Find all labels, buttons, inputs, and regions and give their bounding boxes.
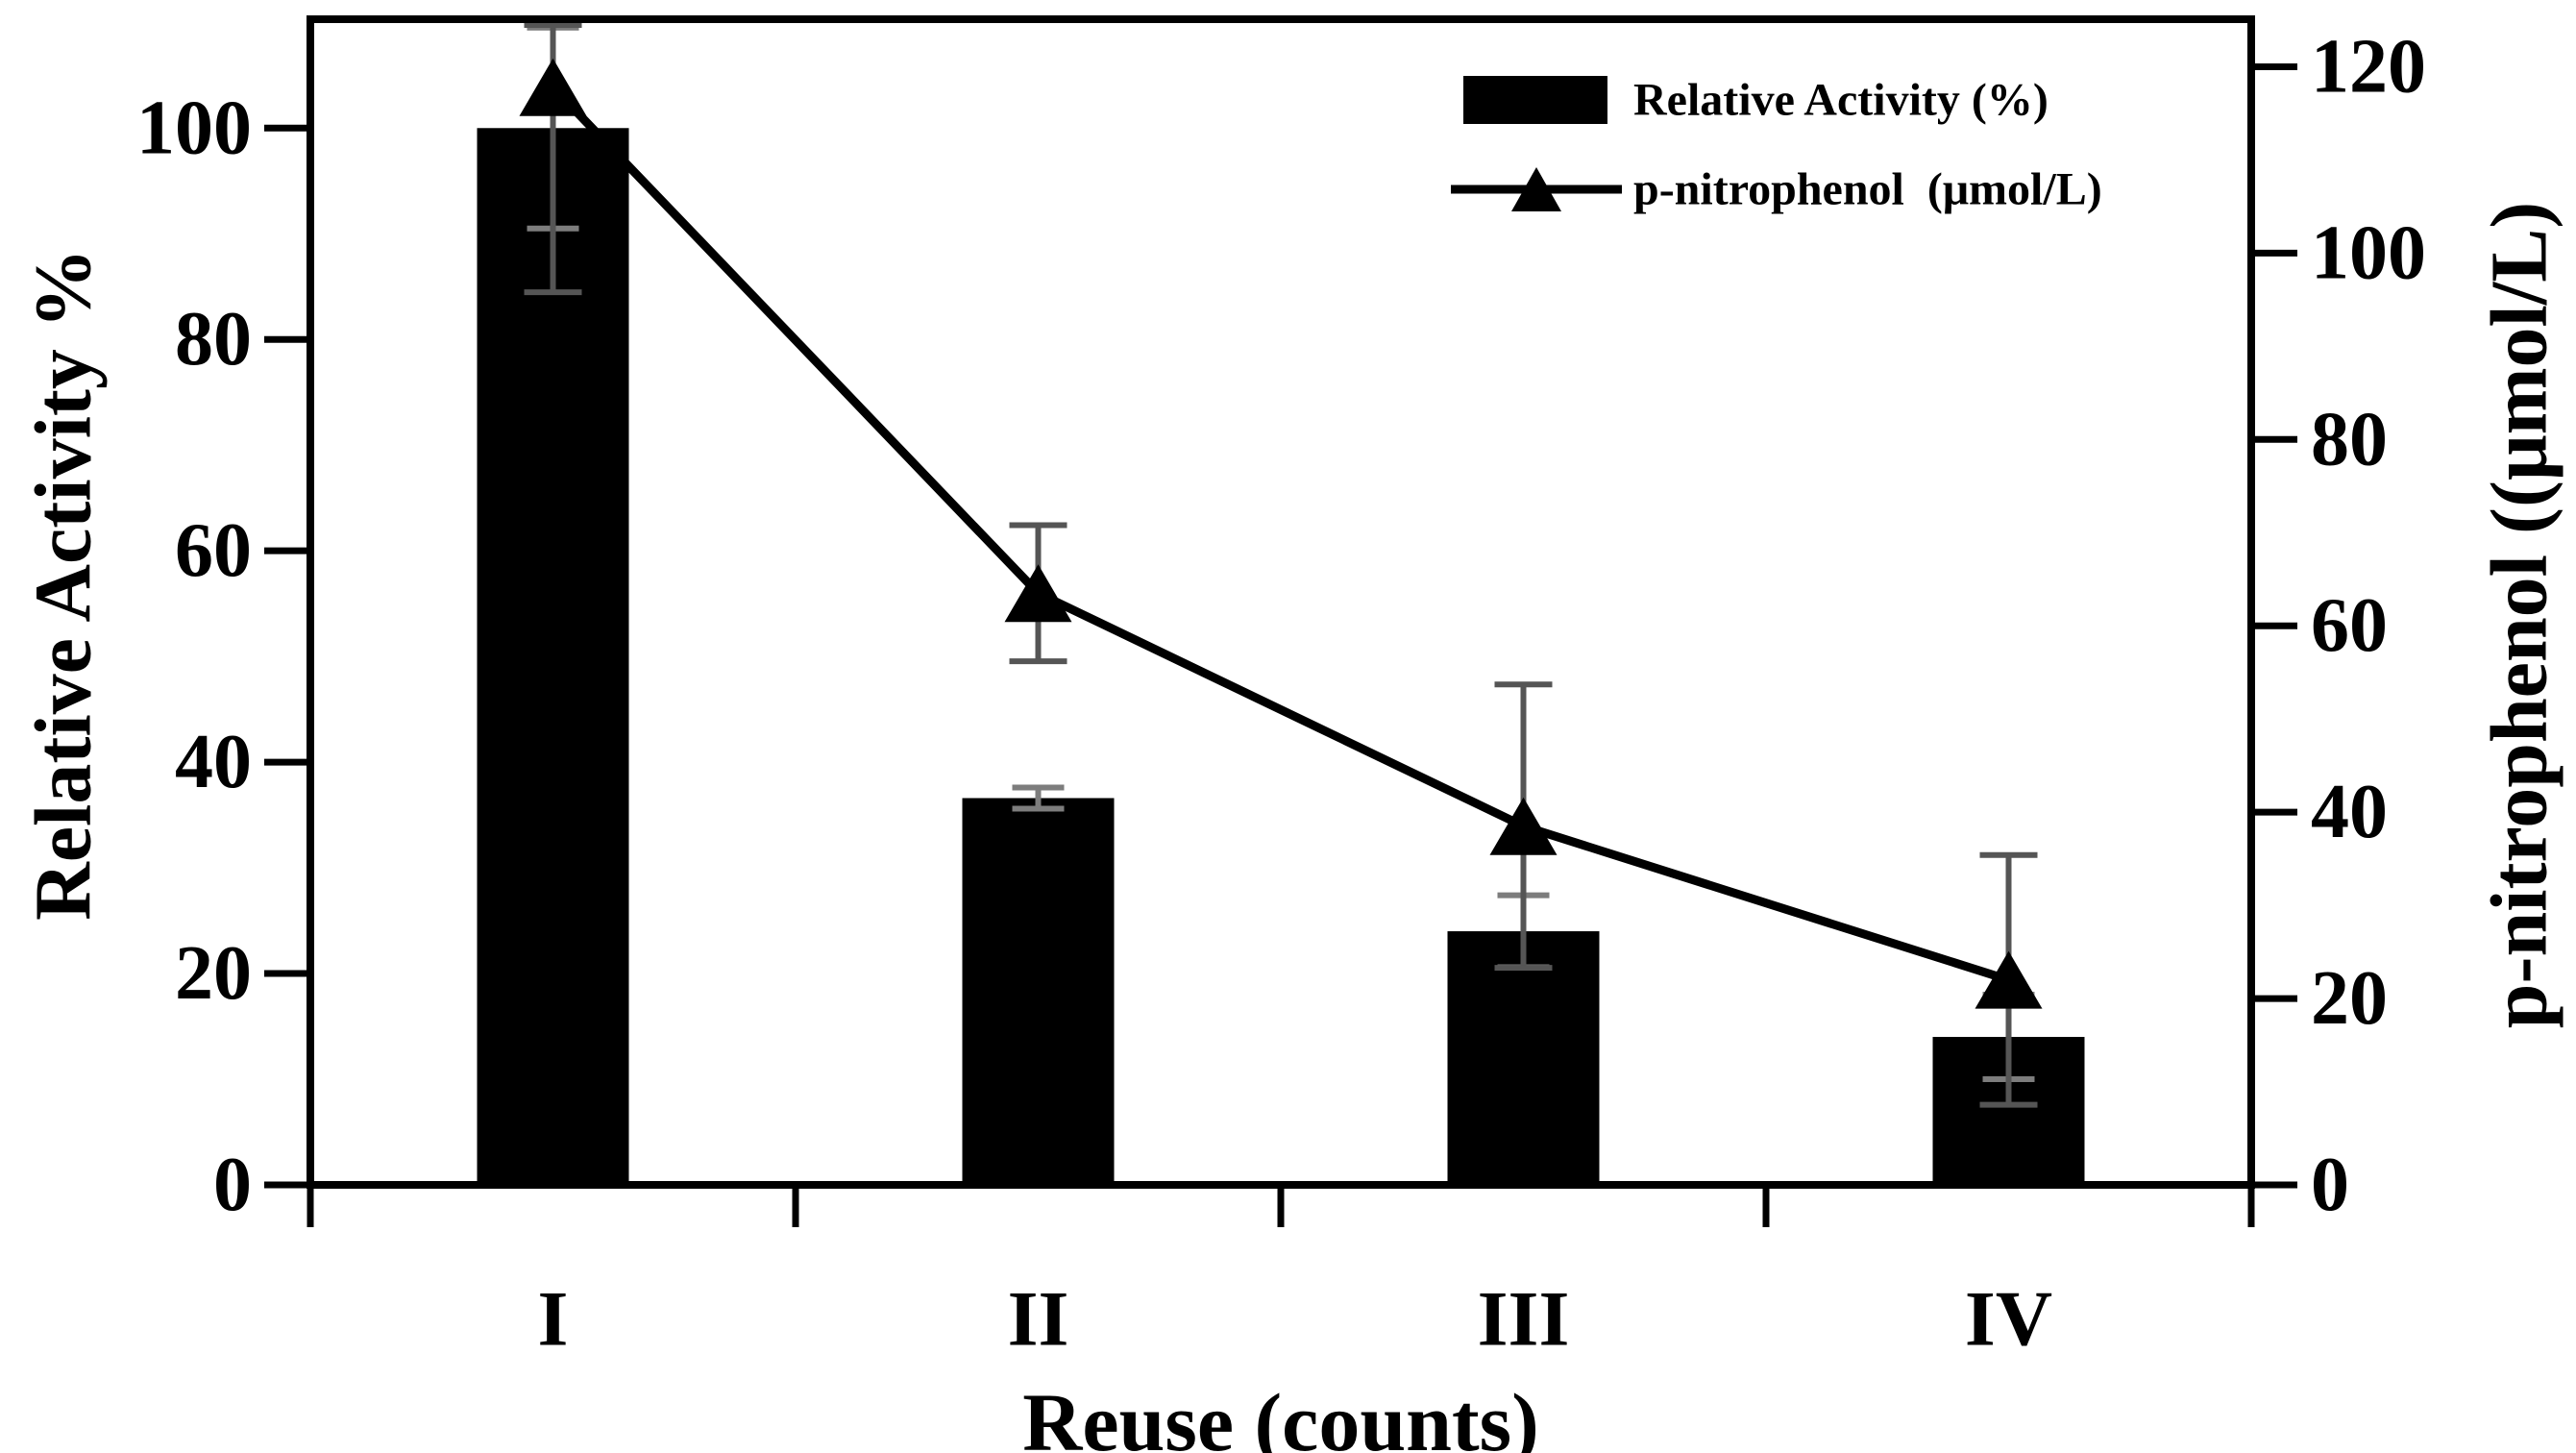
x-category-label: I bbox=[538, 1275, 569, 1363]
triangle-marker bbox=[1489, 797, 1558, 855]
right-axis-tick-label: 60 bbox=[2311, 583, 2388, 668]
legend-swatch-bar bbox=[1463, 76, 1607, 124]
left-axis-title: Relative Activity % bbox=[19, 248, 109, 921]
right-axis-tick-label: 0 bbox=[2311, 1143, 2349, 1227]
right-axis-tick-label: 40 bbox=[2311, 770, 2388, 854]
left-axis-tick-label: 0 bbox=[213, 1143, 252, 1227]
right-axis-tick-label: 100 bbox=[2311, 210, 2426, 295]
bar bbox=[477, 128, 629, 1186]
bar bbox=[1447, 931, 1600, 1185]
left-axis-tick-label: 20 bbox=[175, 931, 252, 1016]
x-category-label: IV bbox=[1965, 1275, 2052, 1363]
triangle-marker bbox=[1975, 950, 2043, 1009]
legend-triangle-marker bbox=[1511, 167, 1561, 211]
bar bbox=[962, 798, 1115, 1185]
x-category-label: II bbox=[1008, 1275, 1069, 1363]
right-axis-tick-label: 20 bbox=[2311, 956, 2388, 1041]
right-axis-title: p-nitrophenol ((μmol/L) bbox=[2475, 202, 2564, 1028]
legend-label-bar: Relative Activity (%) bbox=[1633, 75, 2049, 126]
left-axis-tick-label: 80 bbox=[175, 297, 252, 382]
left-axis-tick-label: 60 bbox=[175, 508, 252, 593]
left-axis-tick-label: 100 bbox=[136, 86, 252, 170]
right-axis-tick-label: 120 bbox=[2311, 24, 2426, 109]
x-axis-title: Reuse (counts) bbox=[1022, 1376, 1538, 1453]
x-category-label: III bbox=[1478, 1275, 1570, 1363]
line-series bbox=[550, 84, 2010, 984]
right-axis-tick-label: 80 bbox=[2311, 397, 2388, 481]
triangle-marker bbox=[519, 58, 587, 116]
left-axis-tick-label: 40 bbox=[175, 720, 252, 804]
triangle-marker bbox=[1004, 564, 1072, 623]
legend-label-line: p-nitrophenol (μmol/L) bbox=[1633, 164, 2102, 215]
